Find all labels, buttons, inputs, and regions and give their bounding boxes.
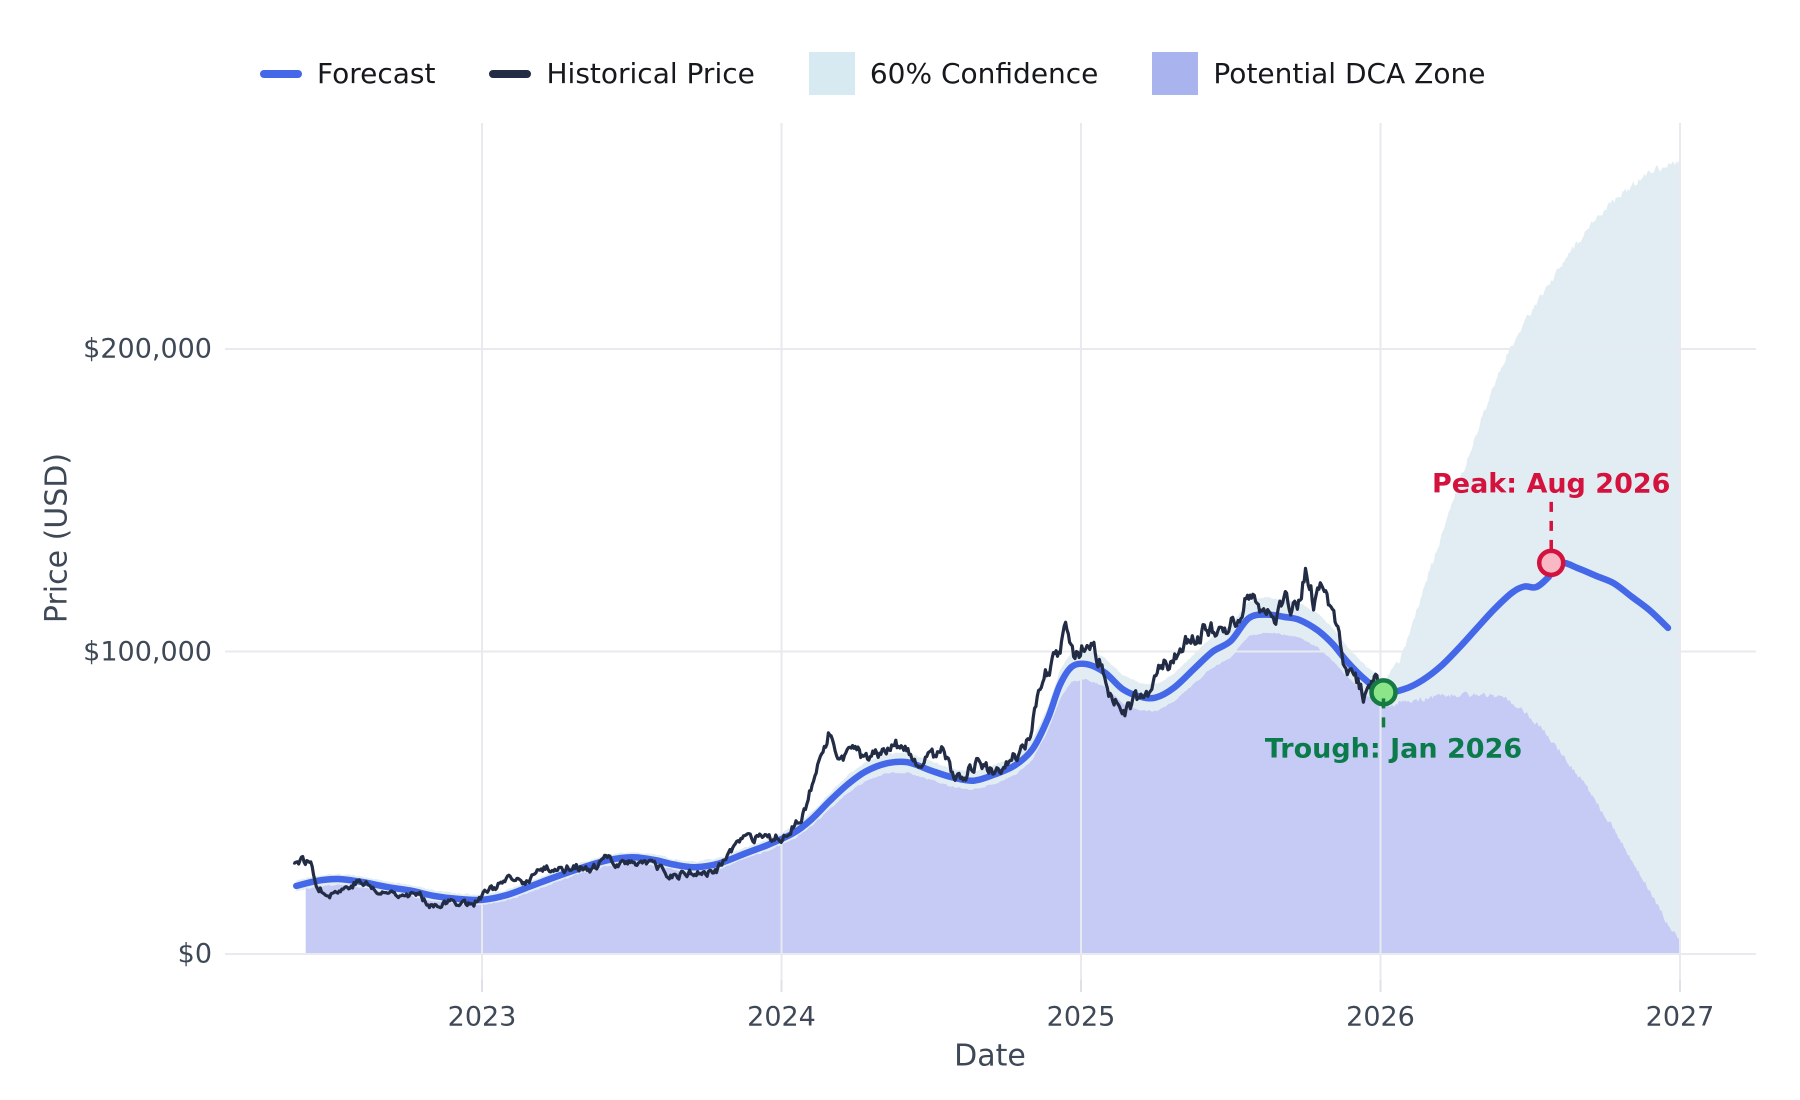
- legend-item: 60% Confidence: [808, 52, 1099, 95]
- historical-line: [292, 566, 1384, 910]
- y-tick-label: $200,000: [83, 333, 212, 365]
- annotation-trough-label: Trough: Jan 2026: [1264, 733, 1523, 765]
- x-tick-label: 2026: [1346, 1001, 1415, 1033]
- legend-swatch-potential-dca-zone: [1152, 52, 1199, 95]
- dca-zone: [305, 632, 1680, 954]
- y-tick-label: $0: [177, 938, 212, 970]
- legend-item: Forecast: [260, 57, 435, 90]
- legend-swatch-60-confidence: [808, 52, 855, 95]
- legend-item: Historical Price: [489, 57, 755, 90]
- y-axis-title: Price (USD): [39, 452, 75, 624]
- confidence-band: [296, 159, 1680, 939]
- legend-label: Forecast: [317, 57, 436, 90]
- x-tick-label: 2025: [1046, 1001, 1116, 1033]
- legend-swatch-forecast: [260, 69, 302, 78]
- annotation-peak-label: Peak: Aug 2026: [1431, 468, 1671, 500]
- legend-swatch-historical-price: [489, 69, 532, 78]
- x-tick-label: 2023: [447, 1001, 517, 1033]
- legend-label: Potential DCA Zone: [1213, 57, 1486, 90]
- x-tick-label: 2024: [747, 1001, 816, 1033]
- x-tick-label: 2027: [1645, 1001, 1715, 1033]
- legend-label: Historical Price: [546, 57, 755, 90]
- legend-label: 60% Confidence: [869, 57, 1099, 90]
- y-tick-label: $100,000: [83, 636, 212, 667]
- x-axis-title: Date: [954, 1038, 1026, 1074]
- peak-marker: [1536, 548, 1566, 578]
- legend: Forecast Historical Price 60% Confidence Po…: [260, 52, 1485, 95]
- legend-item: Potential DCA Zone: [1152, 52, 1485, 95]
